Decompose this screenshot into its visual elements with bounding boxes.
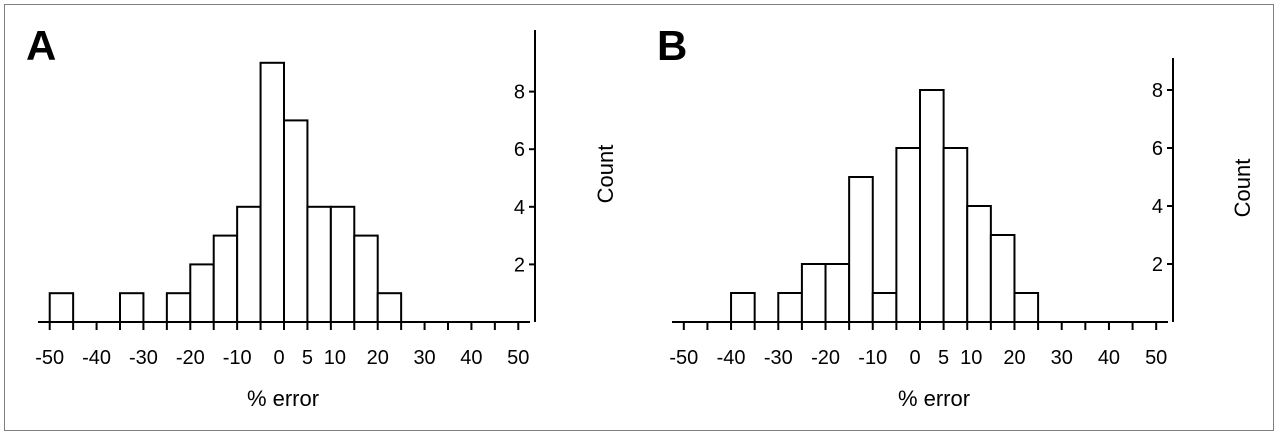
panel-a-bar-4 — [189, 263, 215, 323]
panel-a-x-tick-label: 10 — [324, 347, 346, 369]
panel-a-x-tick-label: 50 — [507, 347, 529, 369]
panel-a-x-tick-label: -50 — [35, 347, 64, 369]
panel-a-bar-6 — [236, 205, 262, 323]
panel-a-y-tick-label: 6 — [514, 139, 525, 161]
panel-a-bar-2 — [119, 292, 145, 324]
panel-b-x-axis-title: % error — [898, 386, 970, 411]
histogram-panel-b: B % error Count -50 -40 -30 -20 -10 0 5 10 20 30 4… — [657, 22, 1255, 411]
panel-b-x-tick-label: 0 — [909, 347, 920, 369]
panel-b-y-tick-label: 2 — [1152, 254, 1163, 276]
panel-a-x-tick-label: -20 — [176, 347, 205, 369]
panel-a-y-tick-label: 8 — [514, 82, 525, 104]
panel-b-x-tick-label: 5 — [938, 347, 949, 369]
panel-a-label: A — [26, 22, 56, 69]
panel-b-x-tick-label: -30 — [764, 347, 793, 369]
panel-b-x-tick-label: -20 — [811, 347, 840, 369]
panel-b-x-tick-label: 10 — [960, 347, 982, 369]
panel-a-bar-10 — [329, 205, 356, 323]
panel-b-bar-2 — [777, 292, 803, 323]
panel-a-y-tick-label: 2 — [514, 254, 525, 276]
panel-b-label: B — [657, 22, 687, 69]
panel-b-bar-12 — [1013, 292, 1040, 323]
panel-b-x-tick-label: -10 — [858, 347, 887, 369]
panel-b-y-tick-label: 8 — [1152, 80, 1163, 102]
panel-a-x-tick-label: 40 — [460, 347, 482, 369]
figure-frame — [4, 4, 1274, 431]
panel-a-bar-7 — [259, 61, 286, 324]
panel-b-x-tick-label: 40 — [1098, 347, 1120, 369]
panel-b-bar-1 — [730, 292, 756, 323]
panel-b-bar-10 — [966, 205, 992, 323]
panel-b-bar-9 — [942, 147, 969, 323]
panel-a-bar-11 — [353, 234, 379, 324]
panel-b-bar-5 — [848, 176, 874, 323]
panel-b-bar-11 — [989, 234, 1016, 323]
panel-b-x-tick-label: -40 — [717, 347, 746, 369]
panel-b-y-tick-label: 6 — [1152, 138, 1163, 160]
panel-a-x-tick-label: 20 — [367, 347, 389, 369]
panel-a-bar-12 — [376, 292, 403, 324]
panel-b-bar-8 — [919, 89, 945, 323]
panel-b-bar-3 — [800, 263, 827, 323]
histogram-panel-a: A % error Count -50 -40 -30 -20 -10 0 5 10 20 30 4… — [26, 22, 618, 411]
panel-a-x-tick-label: 5 — [302, 347, 313, 369]
panel-b-x-tick-label: 20 — [1003, 347, 1025, 369]
panel-a-x-tick-label: -10 — [223, 347, 252, 369]
panel-a-x-tick-label: 30 — [413, 347, 435, 369]
panel-b-x-tick-label: 50 — [1145, 347, 1167, 369]
panel-a-bar-3 — [165, 292, 192, 324]
panel-a-bar-5 — [212, 234, 239, 324]
panel-b-x-tick-label: 30 — [1051, 347, 1073, 369]
panel-a-bar-9 — [306, 205, 332, 323]
panel-b-y-axis-title: Count — [1230, 159, 1255, 218]
panel-a-x-tick-label: -40 — [82, 347, 111, 369]
panel-a-x-axis-title: % error — [247, 386, 319, 411]
panel-a-x-tick-label: 0 — [273, 347, 284, 369]
panel-a-y-tick-label: 4 — [514, 197, 525, 219]
panel-a-bar-1 — [48, 292, 75, 324]
panel-b-bar-4 — [824, 263, 851, 323]
panel-b-y-tick-label: 4 — [1152, 196, 1163, 218]
panel-a-x-tick-label: -30 — [129, 347, 158, 369]
panel-b-x-tick-label: -50 — [669, 347, 698, 369]
panel-a-y-axis-title: Count — [593, 145, 618, 204]
panel-b-bar-7 — [895, 147, 922, 323]
panel-b-bar-6 — [871, 292, 898, 323]
panel-a-bar-8 — [283, 119, 309, 324]
